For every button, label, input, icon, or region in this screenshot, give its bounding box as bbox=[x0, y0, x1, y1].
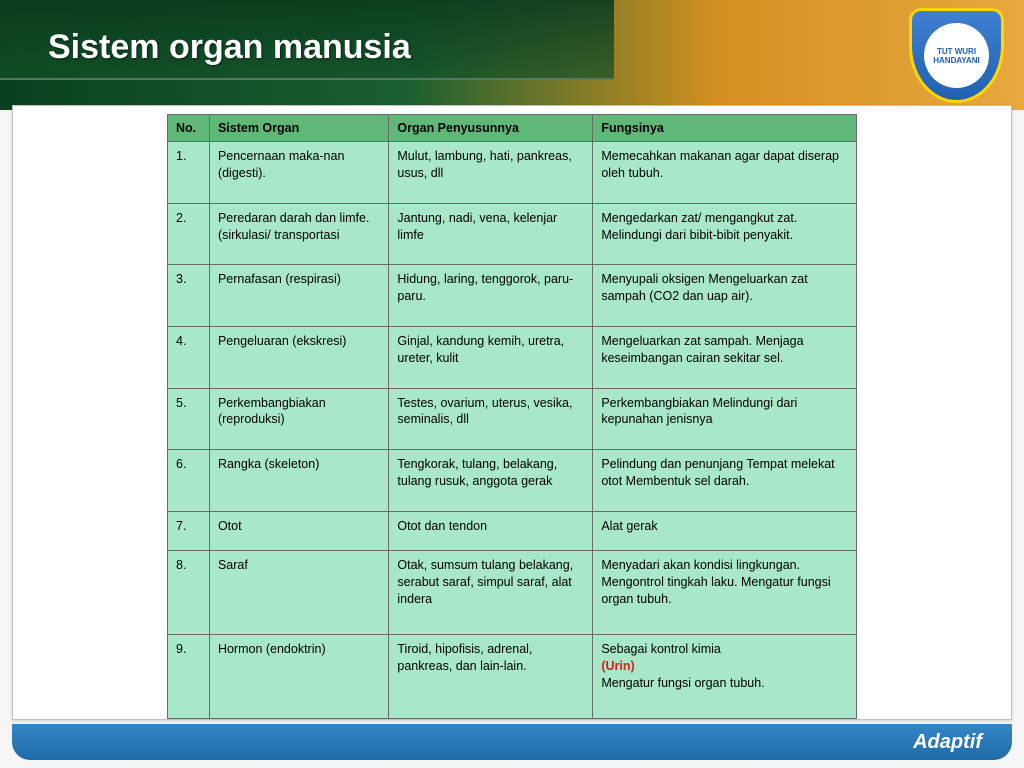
cell-sistem: Rangka (skeleton) bbox=[209, 450, 388, 512]
cell-no: 5. bbox=[168, 388, 210, 450]
cell-no: 7. bbox=[168, 511, 210, 550]
cell-fungsi: Menyupali oksigen Mengeluarkan zat sampa… bbox=[593, 265, 857, 327]
cell-fungsi: Pelindung dan penunjang Tempat melekat o… bbox=[593, 450, 857, 512]
cell-sistem: Peredaran darah dan limfe. (sirkulasi/ t… bbox=[209, 203, 388, 265]
cell-fungsi: Memecahkan makanan agar dapat diserap ol… bbox=[593, 142, 857, 204]
cell-sistem: Pencernaan maka-nan (digesti). bbox=[209, 142, 388, 204]
footer-bar: Adaptif bbox=[12, 724, 1012, 760]
footer-label: Adaptif bbox=[913, 731, 982, 754]
table-row: 7.OtotOtot dan tendonAlat gerak bbox=[168, 511, 857, 550]
cell-sistem: Hormon (endoktrin) bbox=[209, 635, 388, 719]
cell-no: 6. bbox=[168, 450, 210, 512]
cell-sistem: Saraf bbox=[209, 551, 388, 635]
cell-organ: Jantung, nadi, vena, kelenjar limfe bbox=[389, 203, 593, 265]
cell-fungsi: Sebagai kontrol kimia(Urin)Mengatur fung… bbox=[593, 635, 857, 719]
table-header-row: No. Sistem Organ Organ Penyusunnya Fungs… bbox=[168, 115, 857, 142]
table-row: 5.Perkembangbiakan (reproduksi)Testes, o… bbox=[168, 388, 857, 450]
highlight-urin: (Urin) bbox=[601, 659, 634, 673]
col-header-no: No. bbox=[168, 115, 210, 142]
cell-fungsi: Menyadari akan kondisi lingkungan. Mengo… bbox=[593, 551, 857, 635]
cell-no: 9. bbox=[168, 635, 210, 719]
col-header-sistem: Sistem Organ bbox=[209, 115, 388, 142]
cell-sistem: Perkembangbiakan (reproduksi) bbox=[209, 388, 388, 450]
table-row: 1.Pencernaan maka-nan (digesti).Mulut, l… bbox=[168, 142, 857, 204]
cell-organ: Mulut, lambung, hati, pankreas, usus, dl… bbox=[389, 142, 593, 204]
cell-fungsi: Alat gerak bbox=[593, 511, 857, 550]
cell-organ: Hidung, laring, tenggorok, paru-paru. bbox=[389, 265, 593, 327]
cell-organ: Tengkorak, tulang, belakang, tulang rusu… bbox=[389, 450, 593, 512]
cell-sistem: Pernafasan (respirasi) bbox=[209, 265, 388, 327]
cell-no: 2. bbox=[168, 203, 210, 265]
cell-fungsi: Perkembangbiakan Melindungi dari kepunah… bbox=[593, 388, 857, 450]
cell-organ: Otot dan tendon bbox=[389, 511, 593, 550]
cell-organ: Otak, sumsum tulang belakang, serabut sa… bbox=[389, 551, 593, 635]
badge-text: TUT WURI HANDAYANI bbox=[924, 23, 989, 88]
cell-no: 4. bbox=[168, 326, 210, 388]
col-header-fungsi: Fungsinya bbox=[593, 115, 857, 142]
cell-organ: Tiroid, hipofisis, adrenal, pankreas, da… bbox=[389, 635, 593, 719]
cell-no: 3. bbox=[168, 265, 210, 327]
table-row: 3.Pernafasan (respirasi)Hidung, laring, … bbox=[168, 265, 857, 327]
cell-fungsi: Mengeluarkan zat sampah. Menjaga keseimb… bbox=[593, 326, 857, 388]
table-row: 8.SarafOtak, sumsum tulang belakang, ser… bbox=[168, 551, 857, 635]
cell-no: 8. bbox=[168, 551, 210, 635]
cell-sistem: Otot bbox=[209, 511, 388, 550]
cell-organ: Ginjal, kandung kemih, uretra, ureter, k… bbox=[389, 326, 593, 388]
table-row: 6.Rangka (skeleton)Tengkorak, tulang, be… bbox=[168, 450, 857, 512]
cell-sistem: Pengeluaran (ekskresi) bbox=[209, 326, 388, 388]
content-frame: No. Sistem Organ Organ Penyusunnya Fungs… bbox=[12, 105, 1012, 720]
table-row: 9.Hormon (endoktrin)Tiroid, hipofisis, a… bbox=[168, 635, 857, 719]
slide-title: Sistem organ manusia bbox=[48, 28, 411, 67]
cell-organ: Testes, ovarium, uterus, vesika, seminal… bbox=[389, 388, 593, 450]
col-header-organ: Organ Penyusunnya bbox=[389, 115, 593, 142]
organ-systems-table: No. Sistem Organ Organ Penyusunnya Fungs… bbox=[167, 114, 857, 719]
cell-no: 1. bbox=[168, 142, 210, 204]
logo-badge: TUT WURI HANDAYANI bbox=[909, 8, 1004, 103]
table-row: 2.Peredaran darah dan limfe. (sirkulasi/… bbox=[168, 203, 857, 265]
table-row: 4.Pengeluaran (ekskresi)Ginjal, kandung … bbox=[168, 326, 857, 388]
cell-fungsi: Mengedarkan zat/ mengangkut zat. Melindu… bbox=[593, 203, 857, 265]
